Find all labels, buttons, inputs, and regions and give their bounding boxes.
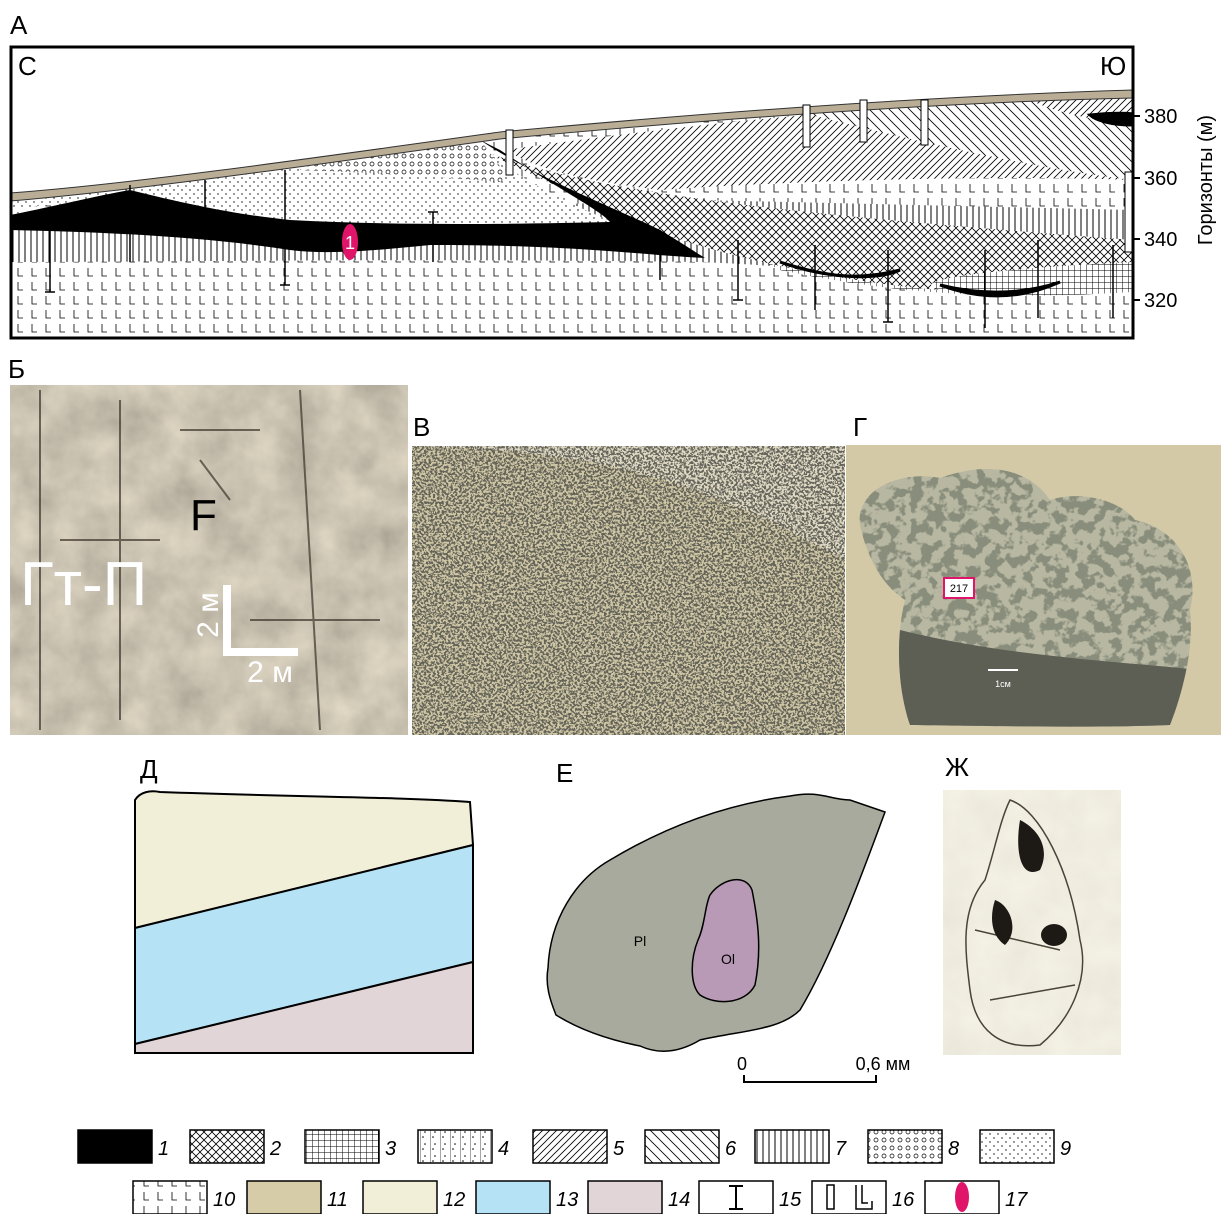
legend-swatch: [418, 1130, 492, 1163]
panel-g: Г 217 1см: [846, 412, 1221, 735]
shape: [1125, 172, 1132, 252]
legend-label: 5: [613, 1138, 625, 1160]
sample-label: 217: [950, 583, 968, 595]
scale-label: 2 м: [247, 656, 293, 689]
legend-swatch: [247, 1181, 321, 1214]
scale-label: 2 м: [192, 592, 225, 638]
legend-label: 16: [892, 1189, 915, 1211]
panel-a: А 1 С Ю 380 360 340 320 Горизонты (м): [10, 10, 1217, 338]
scale-bar: [744, 1075, 876, 1082]
mineral-label: Ol: [721, 951, 735, 967]
legend-swatch: [476, 1181, 550, 1214]
legend-swatch: [645, 1130, 719, 1163]
legend-label: 2: [269, 1138, 281, 1160]
shape: [1041, 924, 1067, 946]
legend-label: 3: [385, 1138, 396, 1160]
legend-symbol: [955, 1182, 969, 1212]
legend-swatch: [588, 1181, 662, 1214]
legend-label: 14: [668, 1189, 690, 1211]
figure: А 1 С Ю 380360340320 Горизонты (м) Б Гт-…: [0, 0, 1221, 1214]
legend-label: 1: [158, 1138, 169, 1160]
legend-label: 10: [213, 1189, 235, 1211]
legend-swatch: [78, 1130, 152, 1163]
legend-label: 17: [1005, 1189, 1028, 1211]
shape: [860, 100, 867, 142]
panel-zh: Ж: [943, 752, 1121, 1055]
panel-label: Е: [556, 758, 573, 788]
legend-swatch: [812, 1181, 886, 1214]
legend-swatch: [868, 1130, 942, 1163]
tick-label: 340: [1144, 229, 1177, 251]
mineral-label: Pl: [634, 933, 646, 949]
panel-label: В: [413, 412, 430, 442]
panel-e: Е Pl Ol 0 0,6 мм: [547, 758, 910, 1082]
legend-label: 6: [725, 1138, 737, 1160]
shape: [921, 100, 928, 145]
shape: [506, 130, 513, 175]
panel-label: А: [10, 10, 28, 40]
scale-label: 0: [737, 1054, 747, 1074]
legend-swatch: [133, 1181, 207, 1214]
legend-swatch: [533, 1130, 607, 1163]
panel-label: Д: [140, 754, 158, 784]
panel-b: Б Гт-П F 2 м 2 м: [8, 354, 408, 735]
tick-label: 380: [1144, 106, 1177, 128]
legend-label: 9: [1060, 1138, 1071, 1160]
legend-swatch: [190, 1130, 264, 1163]
legend-swatch: [755, 1130, 829, 1163]
panel-label: Г: [853, 412, 867, 442]
legend-label: 13: [556, 1189, 578, 1211]
unit-label: Гт-П: [20, 550, 147, 619]
legend-label: 12: [443, 1189, 465, 1211]
direction-right: Ю: [1100, 51, 1126, 81]
legend-label: 15: [779, 1189, 802, 1211]
legend-swatch: [305, 1130, 379, 1163]
tick-label: 360: [1144, 168, 1177, 190]
direction-left: С: [18, 51, 37, 81]
scale-label: 0,6 мм: [856, 1054, 911, 1074]
panel-d: Д: [135, 754, 473, 1053]
fault-label: F: [190, 491, 217, 540]
axis-label: Горизонты (м): [1195, 115, 1217, 245]
shape: [803, 105, 810, 147]
legend-label: 7: [835, 1138, 847, 1160]
axis: 380 360 340 320: [1133, 106, 1177, 312]
legend-swatch: [980, 1130, 1054, 1163]
legend-label: 4: [498, 1138, 509, 1160]
marker-label: 1: [345, 233, 355, 253]
panel-label: Б: [8, 354, 25, 384]
legend-label: 11: [327, 1189, 348, 1211]
scale-label: 1см: [995, 679, 1011, 689]
legend-label: 8: [948, 1138, 959, 1160]
tick-label: 320: [1144, 290, 1177, 312]
legend-swatch: [363, 1181, 437, 1214]
panel-v: В: [412, 412, 845, 735]
panel-label: Ж: [945, 752, 969, 782]
